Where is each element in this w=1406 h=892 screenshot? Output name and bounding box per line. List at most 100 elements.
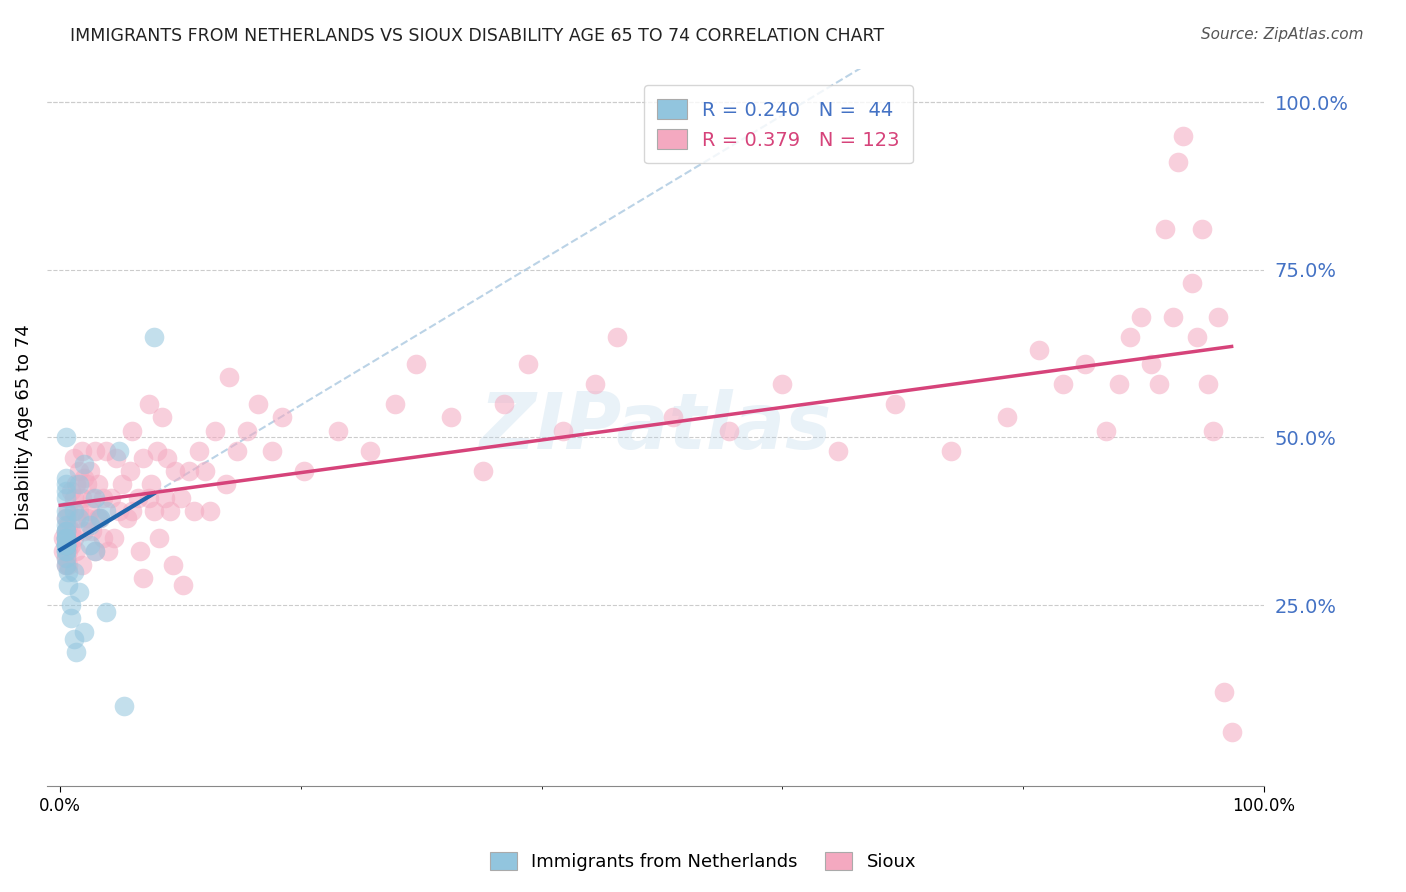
Point	[138, 397, 160, 411]
Point	[97, 544, 120, 558]
Point	[471, 464, 494, 478]
Point	[162, 558, 184, 572]
Point	[141, 477, 163, 491]
Point	[55, 538, 77, 552]
Point	[1129, 310, 1152, 324]
Point	[55, 511, 77, 525]
Point	[159, 504, 181, 518]
Point	[1167, 155, 1189, 169]
Point	[58, 517, 80, 532]
Point	[1028, 343, 1050, 358]
Point	[183, 504, 205, 518]
Point	[55, 531, 77, 545]
Point	[62, 565, 84, 579]
Point	[1095, 424, 1118, 438]
Text: Source: ZipAtlas.com: Source: ZipAtlas.com	[1201, 27, 1364, 42]
Point	[55, 524, 77, 539]
Point	[55, 551, 77, 566]
Point	[1052, 376, 1074, 391]
Point	[115, 511, 138, 525]
Point	[73, 457, 96, 471]
Point	[177, 464, 200, 478]
Point	[883, 397, 905, 411]
Point	[1140, 357, 1163, 371]
Point	[156, 450, 179, 465]
Point	[717, 424, 740, 438]
Point	[55, 544, 77, 558]
Point	[194, 464, 217, 478]
Point	[62, 531, 84, 545]
Point	[65, 477, 87, 491]
Point	[62, 504, 84, 518]
Point	[67, 504, 90, 518]
Point	[55, 558, 77, 572]
Point	[55, 504, 77, 518]
Point	[100, 491, 122, 505]
Point	[995, 410, 1018, 425]
Point	[236, 424, 259, 438]
Point	[94, 443, 117, 458]
Point	[70, 558, 93, 572]
Point	[939, 443, 962, 458]
Point	[55, 551, 77, 566]
Point	[70, 491, 93, 505]
Point	[517, 357, 540, 371]
Point	[58, 538, 80, 552]
Point	[1206, 310, 1229, 324]
Point	[84, 443, 107, 458]
Point	[494, 397, 516, 411]
Point	[79, 538, 101, 552]
Point	[105, 450, 128, 465]
Point	[55, 531, 77, 545]
Point	[91, 491, 114, 505]
Point	[260, 443, 283, 458]
Point	[73, 624, 96, 639]
Point	[58, 578, 80, 592]
Point	[55, 470, 77, 484]
Point	[62, 450, 84, 465]
Point	[215, 477, 238, 491]
Point	[94, 504, 117, 518]
Point	[73, 470, 96, 484]
Point	[827, 443, 849, 458]
Point	[55, 517, 77, 532]
Point	[86, 477, 108, 491]
Point	[55, 430, 77, 444]
Point	[65, 544, 87, 558]
Point	[70, 443, 93, 458]
Point	[1108, 376, 1130, 391]
Point	[55, 491, 77, 505]
Point	[86, 511, 108, 525]
Point	[142, 504, 165, 518]
Point	[1197, 376, 1219, 391]
Point	[59, 483, 82, 498]
Point	[605, 330, 627, 344]
Point	[121, 504, 143, 518]
Point	[55, 483, 77, 498]
Point	[55, 538, 77, 552]
Point	[59, 524, 82, 539]
Point	[169, 491, 191, 505]
Point	[1180, 276, 1202, 290]
Point	[218, 370, 240, 384]
Point	[82, 524, 104, 539]
Point	[118, 464, 141, 478]
Point	[55, 524, 77, 539]
Point	[103, 531, 125, 545]
Legend: R = 0.240   N =  44, R = 0.379   N = 123: R = 0.240 N = 44, R = 0.379 N = 123	[644, 86, 914, 163]
Point	[62, 491, 84, 505]
Point	[108, 443, 131, 458]
Point	[55, 538, 77, 552]
Point	[1220, 725, 1243, 739]
Point	[89, 511, 111, 525]
Point	[1073, 357, 1095, 371]
Point	[1191, 222, 1213, 236]
Point	[150, 410, 173, 425]
Point	[55, 511, 77, 525]
Point	[127, 491, 149, 505]
Point	[55, 477, 77, 491]
Point	[76, 511, 98, 525]
Point	[58, 544, 80, 558]
Point	[129, 544, 152, 558]
Point	[94, 605, 117, 619]
